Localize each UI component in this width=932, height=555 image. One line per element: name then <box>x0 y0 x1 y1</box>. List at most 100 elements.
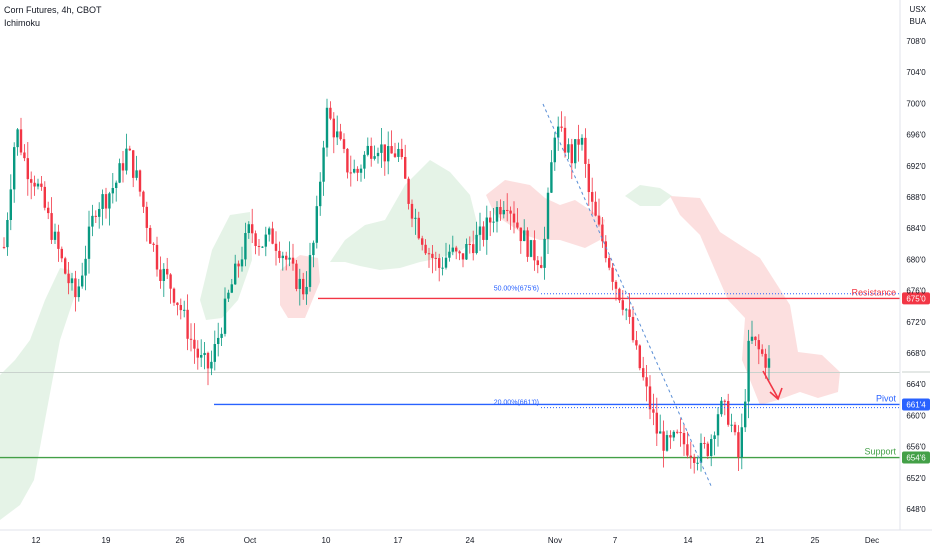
candle-body <box>203 352 206 356</box>
candle-body <box>257 245 261 247</box>
candle-body <box>591 192 594 202</box>
candle-body <box>172 288 176 303</box>
candle-body <box>499 207 502 215</box>
candle-body <box>33 182 36 187</box>
candle-body <box>302 278 305 295</box>
y-tick-label: 672'0 <box>906 318 926 327</box>
x-tick-label: 24 <box>466 536 475 545</box>
candle-body <box>108 193 111 209</box>
y-tick-label: 692'0 <box>906 162 926 171</box>
candle-body <box>601 224 604 242</box>
candle-body <box>322 147 325 182</box>
candle-body <box>543 238 546 268</box>
candle-body <box>431 253 434 258</box>
candle-body <box>659 431 662 434</box>
candle-body <box>472 244 475 254</box>
candle-body <box>295 263 298 289</box>
candle-body <box>77 286 80 298</box>
candle-body <box>754 336 757 341</box>
candle-body <box>217 337 220 345</box>
candle-body <box>648 386 652 410</box>
candle-body <box>628 309 631 317</box>
candle-body <box>234 263 237 285</box>
candle-body <box>74 278 77 298</box>
candle-body <box>356 168 359 173</box>
candle-body <box>376 152 380 157</box>
candle-body <box>380 144 383 153</box>
x-tick-label: 10 <box>322 536 331 545</box>
candle-body <box>387 146 390 162</box>
candle-body <box>427 253 431 255</box>
candle-body <box>761 349 764 354</box>
candle-body <box>529 240 533 257</box>
candle-body <box>145 206 148 228</box>
candle-body <box>750 336 754 341</box>
x-tick-label: Oct <box>244 536 257 545</box>
x-tick-label: 19 <box>102 536 111 545</box>
candle-body <box>240 259 244 267</box>
candle-body <box>475 234 478 254</box>
candle-body <box>383 144 386 162</box>
candle-body <box>716 414 720 436</box>
candle-body <box>43 186 46 208</box>
candle-body <box>631 316 635 341</box>
candle-body <box>478 226 482 235</box>
cloud-area-1 <box>200 212 252 320</box>
candle-body <box>70 278 74 284</box>
candle-body <box>625 309 628 311</box>
candle-body <box>441 267 444 269</box>
candle-body <box>91 215 94 227</box>
currency-label: USX <box>909 5 926 14</box>
candle-body <box>536 260 539 266</box>
candle-body <box>104 194 108 209</box>
y-tick-label: 708'0 <box>906 37 926 46</box>
x-tick-label: 21 <box>756 536 765 545</box>
candle-body <box>689 455 692 458</box>
candle-body <box>271 228 274 244</box>
candle-body <box>516 222 519 228</box>
candle-body <box>519 227 522 242</box>
candle-body <box>587 163 590 193</box>
pivot-label: Pivot <box>876 393 897 403</box>
candle-body <box>621 300 624 310</box>
candle-body <box>710 439 713 456</box>
candle-body <box>47 207 50 214</box>
candle-body <box>305 286 308 295</box>
candle-body <box>540 265 543 268</box>
y-tick-label: 680'0 <box>906 255 926 264</box>
candle-body <box>669 435 672 438</box>
candle-body <box>16 129 19 148</box>
candle-body <box>642 368 645 378</box>
support-price-value: 654'6 <box>906 454 926 463</box>
cloud-area-0 <box>0 268 75 520</box>
y-tick-label: 704'0 <box>906 68 926 77</box>
candle-body <box>227 292 230 299</box>
candle-body <box>563 127 567 153</box>
candle-body <box>179 305 182 311</box>
candle-body <box>223 298 227 334</box>
candle-body <box>285 255 288 260</box>
x-tick-label: Dec <box>865 536 879 545</box>
candle-body <box>186 309 189 339</box>
candle-body <box>251 224 254 234</box>
cloud-area-3 <box>625 185 672 206</box>
resistance-price-value: 675'0 <box>906 294 926 303</box>
x-tick-label: Nov <box>548 536 562 545</box>
projection-arrowhead <box>769 387 783 401</box>
candle-body <box>767 358 771 368</box>
candle-body <box>764 353 767 368</box>
candle-body <box>349 172 352 174</box>
candle-body <box>465 243 468 260</box>
candle-body <box>438 258 441 268</box>
candle-body <box>81 275 84 287</box>
candle-body <box>655 412 658 434</box>
candle-body <box>183 309 186 311</box>
candle-body <box>101 194 104 209</box>
candle-body <box>526 230 529 257</box>
candle-body <box>703 442 706 444</box>
candle-body <box>339 131 342 140</box>
y-tick-label: 664'0 <box>906 380 926 389</box>
indicator-label[interactable]: Ichimoku <box>4 18 41 28</box>
